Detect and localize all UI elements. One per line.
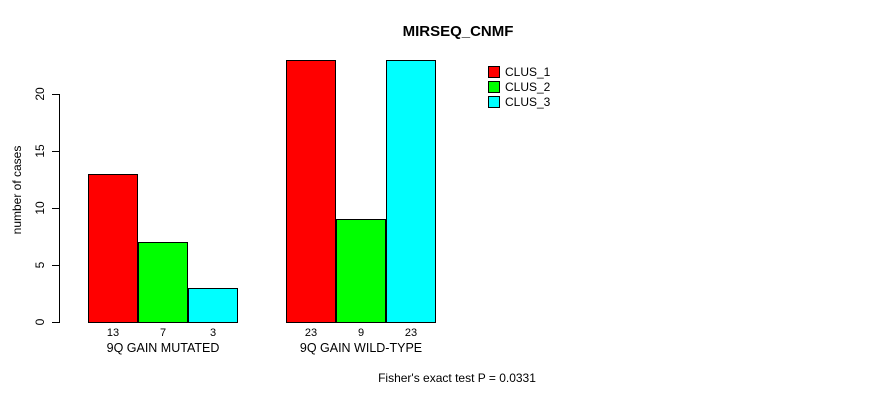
- y-tick-label: 15: [33, 144, 47, 158]
- bar-clus_3-group1: [188, 288, 238, 323]
- y-axis-line: [59, 94, 60, 323]
- y-tick-label: 10: [33, 201, 47, 215]
- y-axis-label: number of cases: [10, 145, 24, 235]
- legend-swatch-clus_3: [488, 96, 500, 108]
- legend-swatch-clus_2: [488, 81, 500, 93]
- y-tick-label: 0: [33, 318, 47, 326]
- bar-clus_2-group2: [336, 219, 386, 323]
- y-tick-mark: [52, 322, 59, 323]
- y-tick-mark: [52, 151, 59, 152]
- bar-value-label: 13: [106, 327, 120, 339]
- bar-clus_3-group2: [386, 60, 436, 323]
- bar-clus_1-group1: [88, 174, 138, 323]
- bar-value-label: 3: [209, 327, 217, 339]
- legend-label-clus_1: CLUS_1: [505, 65, 551, 79]
- bar-value-label: 23: [404, 327, 418, 339]
- bar-value-label: 9: [357, 327, 365, 339]
- y-tick-mark: [52, 265, 59, 266]
- bar-value-label: 23: [304, 327, 318, 339]
- fisher-test-annotation: Fisher's exact test P = 0.0331: [378, 371, 536, 385]
- y-tick-mark: [52, 208, 59, 209]
- bar-clus_1-group2: [286, 60, 336, 323]
- legend-swatch-clus_1: [488, 66, 500, 78]
- y-tick-label: 5: [33, 261, 47, 269]
- bar-value-label: 7: [159, 327, 167, 339]
- chart-title: MIRSEQ_CNMF: [402, 23, 514, 40]
- y-tick-label: 20: [33, 87, 47, 101]
- legend-label-clus_2: CLUS_2: [505, 80, 551, 94]
- x-category-label: 9Q GAIN WILD-TYPE: [299, 341, 423, 355]
- y-tick-mark: [52, 94, 59, 95]
- legend-label-clus_3: CLUS_3: [505, 95, 551, 109]
- bar-clus_2-group1: [138, 242, 188, 323]
- x-category-label: 9Q GAIN MUTATED: [106, 341, 220, 355]
